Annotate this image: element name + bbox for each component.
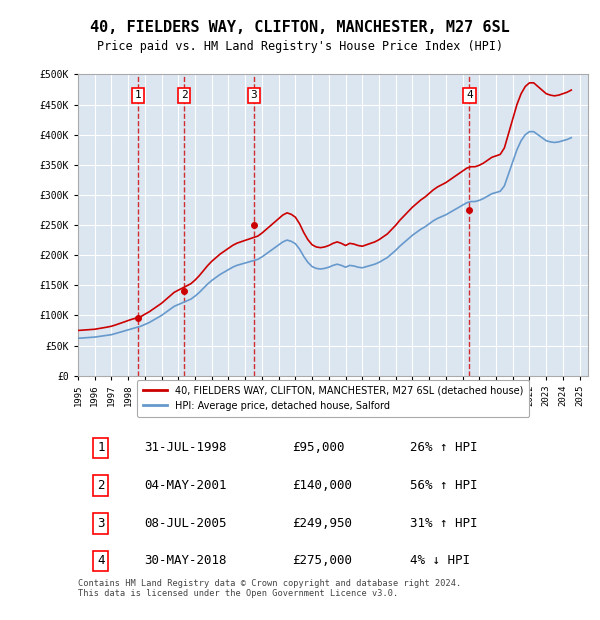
Text: 04-MAY-2001: 04-MAY-2001 [145, 479, 227, 492]
Text: 56% ↑ HPI: 56% ↑ HPI [409, 479, 477, 492]
Text: 4: 4 [466, 91, 473, 100]
Text: 2: 2 [181, 91, 187, 100]
Text: £95,000: £95,000 [292, 441, 344, 454]
Text: 3: 3 [97, 516, 105, 529]
Text: 31-JUL-1998: 31-JUL-1998 [145, 441, 227, 454]
Text: Price paid vs. HM Land Registry's House Price Index (HPI): Price paid vs. HM Land Registry's House … [97, 40, 503, 53]
Text: £275,000: £275,000 [292, 554, 352, 567]
Text: 1: 1 [134, 91, 141, 100]
Legend: 40, FIELDERS WAY, CLIFTON, MANCHESTER, M27 6SL (detached house), HPI: Average pr: 40, FIELDERS WAY, CLIFTON, MANCHESTER, M… [137, 380, 529, 417]
Text: 26% ↑ HPI: 26% ↑ HPI [409, 441, 477, 454]
Text: £140,000: £140,000 [292, 479, 352, 492]
Text: 1: 1 [97, 441, 105, 454]
Text: 4: 4 [97, 554, 105, 567]
Text: 31% ↑ HPI: 31% ↑ HPI [409, 516, 477, 529]
Text: 30-MAY-2018: 30-MAY-2018 [145, 554, 227, 567]
Text: 08-JUL-2005: 08-JUL-2005 [145, 516, 227, 529]
Text: £249,950: £249,950 [292, 516, 352, 529]
Text: 3: 3 [251, 91, 257, 100]
Text: Contains HM Land Registry data © Crown copyright and database right 2024.
This d: Contains HM Land Registry data © Crown c… [78, 578, 461, 598]
Text: 4% ↓ HPI: 4% ↓ HPI [409, 554, 470, 567]
Text: 40, FIELDERS WAY, CLIFTON, MANCHESTER, M27 6SL: 40, FIELDERS WAY, CLIFTON, MANCHESTER, M… [90, 20, 510, 35]
Text: 2: 2 [97, 479, 105, 492]
